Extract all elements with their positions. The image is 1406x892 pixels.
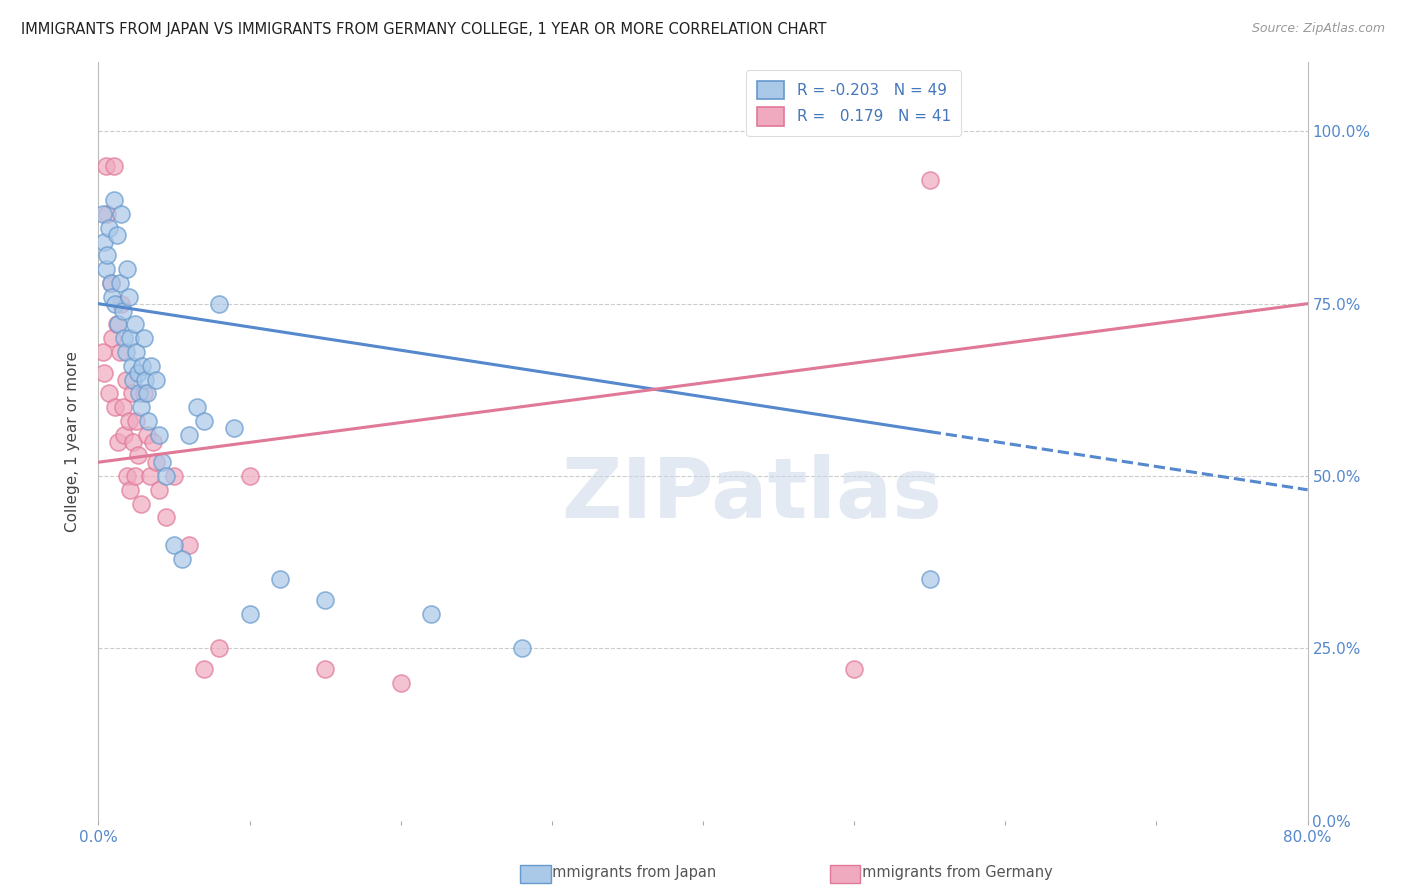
Point xyxy=(96,207,118,221)
Point xyxy=(107,434,129,449)
Point xyxy=(179,427,201,442)
Point xyxy=(163,538,186,552)
Point xyxy=(118,414,141,428)
Point xyxy=(93,366,115,380)
Point xyxy=(145,372,167,386)
Point xyxy=(142,434,165,449)
Point xyxy=(129,400,152,414)
Point xyxy=(134,372,156,386)
Point xyxy=(101,290,124,304)
Point xyxy=(125,414,148,428)
Point xyxy=(110,296,132,310)
Point xyxy=(100,276,122,290)
Text: Immigrants from Germany: Immigrants from Germany xyxy=(844,865,1052,880)
Point xyxy=(193,414,215,428)
Point xyxy=(100,276,122,290)
Point xyxy=(314,662,336,676)
Point xyxy=(170,551,193,566)
Point xyxy=(124,469,146,483)
Point xyxy=(98,386,121,401)
Point xyxy=(93,235,115,249)
Point xyxy=(120,483,142,497)
Point xyxy=(91,207,114,221)
Text: Immigrants from Japan: Immigrants from Japan xyxy=(534,865,717,880)
Point xyxy=(124,318,146,332)
Point xyxy=(127,448,149,462)
Point xyxy=(135,386,157,401)
Point xyxy=(163,469,186,483)
Point xyxy=(150,455,173,469)
Legend: R = -0.203   N = 49, R =   0.179   N = 41: R = -0.203 N = 49, R = 0.179 N = 41 xyxy=(747,70,962,136)
Point xyxy=(314,593,336,607)
Point xyxy=(918,573,941,587)
Point xyxy=(91,345,114,359)
Point xyxy=(136,414,159,428)
Point xyxy=(420,607,443,621)
Point xyxy=(155,510,177,524)
Point xyxy=(103,159,125,173)
Point xyxy=(112,331,135,345)
Point xyxy=(193,662,215,676)
Point xyxy=(122,372,145,386)
Point xyxy=(108,276,131,290)
Point xyxy=(101,331,124,345)
Point xyxy=(108,345,131,359)
Point xyxy=(107,318,129,332)
Point xyxy=(208,296,231,310)
Point xyxy=(103,194,125,208)
Point xyxy=(148,427,170,442)
Point xyxy=(121,386,143,401)
Text: ZIPatlas: ZIPatlas xyxy=(561,454,942,535)
Point xyxy=(96,248,118,262)
Point xyxy=(115,469,138,483)
Point xyxy=(114,345,136,359)
Y-axis label: College, 1 year or more: College, 1 year or more xyxy=(65,351,80,532)
Point xyxy=(135,427,157,442)
Point xyxy=(118,290,141,304)
Point xyxy=(121,359,143,373)
Point xyxy=(114,372,136,386)
Point xyxy=(112,427,135,442)
Point xyxy=(139,469,162,483)
Point xyxy=(208,641,231,656)
Point xyxy=(224,421,246,435)
Point xyxy=(120,331,142,345)
Point xyxy=(115,262,138,277)
Point xyxy=(111,400,134,414)
Point xyxy=(179,538,201,552)
Point xyxy=(269,573,291,587)
Point xyxy=(148,483,170,497)
Point xyxy=(125,345,148,359)
Point xyxy=(510,641,533,656)
Point xyxy=(186,400,208,414)
Point xyxy=(129,497,152,511)
Text: Source: ZipAtlas.com: Source: ZipAtlas.com xyxy=(1251,22,1385,36)
Point xyxy=(122,434,145,449)
Point xyxy=(239,469,262,483)
Point xyxy=(111,303,134,318)
Point xyxy=(132,331,155,345)
Point xyxy=(110,207,132,221)
Point xyxy=(104,400,127,414)
Point xyxy=(98,220,121,235)
Point xyxy=(104,296,127,310)
Point xyxy=(127,366,149,380)
Point xyxy=(918,172,941,186)
Point xyxy=(128,386,150,401)
Point xyxy=(389,675,412,690)
Point xyxy=(239,607,262,621)
Point xyxy=(105,318,128,332)
Point xyxy=(94,159,117,173)
Point xyxy=(141,359,163,373)
Point xyxy=(155,469,177,483)
Point xyxy=(132,386,155,401)
Point xyxy=(844,662,866,676)
Point xyxy=(131,359,153,373)
Point xyxy=(105,227,128,242)
Text: IMMIGRANTS FROM JAPAN VS IMMIGRANTS FROM GERMANY COLLEGE, 1 YEAR OR MORE CORRELA: IMMIGRANTS FROM JAPAN VS IMMIGRANTS FROM… xyxy=(21,22,827,37)
Point xyxy=(145,455,167,469)
Point xyxy=(94,262,117,277)
